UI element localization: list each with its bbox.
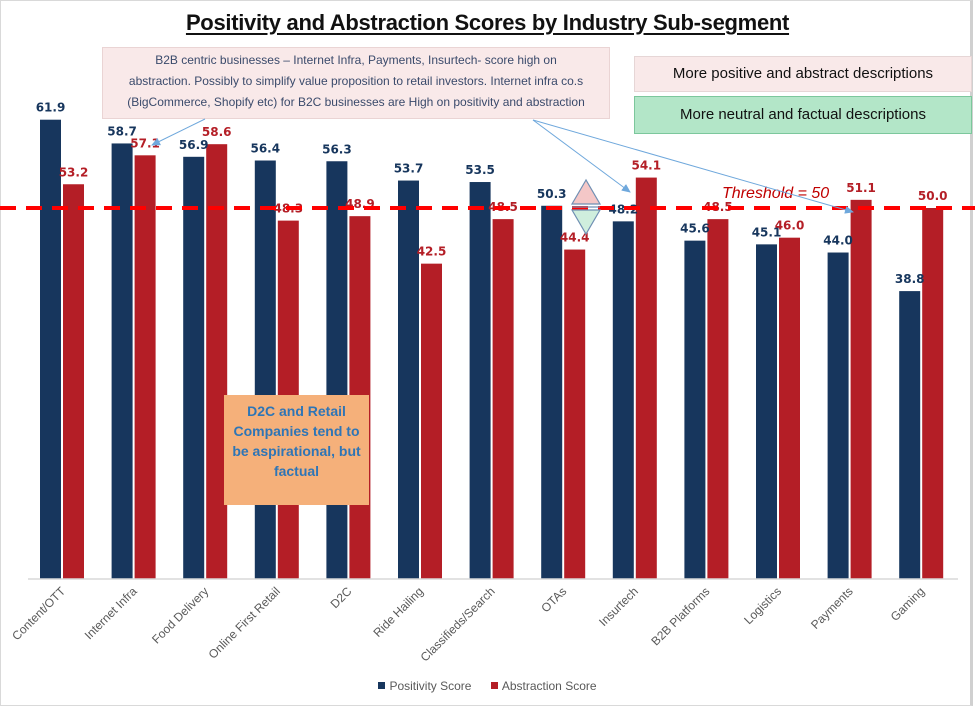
data-label-positivity-score-gaming: 38.8 bbox=[895, 272, 925, 286]
d2c-retail-callout: D2C and Retail Companies tend to be aspi… bbox=[224, 395, 369, 505]
bar-positivity-score-content-ott bbox=[40, 119, 61, 580]
callout-line: factual bbox=[273, 463, 320, 479]
labels-layer: 61.953.258.757.156.958.656.448.356.348.9… bbox=[36, 101, 948, 286]
threshold-label: Threshold = 50 bbox=[722, 185, 829, 202]
callout-line: be aspirational, but bbox=[232, 443, 361, 459]
data-label-positivity-score-food-delivery: 56.9 bbox=[179, 138, 209, 152]
bar-positivity-score-b2b-platforms bbox=[684, 240, 706, 579]
x-tick-labels: Content/OTT Internet Infra Food DeliveryOn… bbox=[9, 584, 927, 665]
callout-line: Companies tend to bbox=[233, 423, 360, 439]
data-label-positivity-score-content-ott: 61.9 bbox=[36, 101, 66, 115]
data-label-positivity-score-classifieds-search: 53.5 bbox=[465, 163, 495, 177]
data-label-abstraction-score-food-delivery: 58.6 bbox=[202, 125, 232, 139]
legend-item-abstraction: Abstraction Score bbox=[490, 678, 597, 693]
x-tick-label-internet-infra: Internet Infra bbox=[82, 584, 140, 642]
legend-swatch-abstraction bbox=[490, 682, 498, 689]
diamond-lower-half bbox=[570, 209, 602, 236]
x-tick-label-otas: OTAs bbox=[538, 584, 569, 615]
x-tick-label-online-first-retail: Online First Retail bbox=[206, 584, 283, 661]
bar-positivity-score-gaming bbox=[899, 291, 921, 579]
bar-abstraction-score-internet-infra bbox=[134, 155, 156, 579]
chart-title-text: Positivity and Abstraction Scores by Ind… bbox=[185, 10, 790, 35]
x-tick-label-b2b-platforms: B2B Platforms bbox=[648, 584, 712, 648]
diamond-marker bbox=[570, 178, 602, 236]
x-tick-label-d2c: D2C bbox=[328, 584, 355, 611]
positive-abstract-key: More positive and abstract descriptions bbox=[634, 56, 972, 92]
x-tick-label-payments: Payments bbox=[808, 584, 856, 632]
data-label-abstraction-score-payments: 51.1 bbox=[846, 181, 876, 195]
annotation-line: (BigCommerce, Shopify etc) for B2C busin… bbox=[127, 95, 585, 109]
bar-abstraction-score-ride-hailing bbox=[421, 263, 442, 579]
bar-positivity-score-logistics bbox=[756, 244, 777, 579]
x-tick-label-insurtech: Insurtech bbox=[596, 584, 641, 629]
bar-positivity-score-insurtech bbox=[612, 221, 634, 579]
bar-positivity-score-ride-hailing bbox=[398, 180, 419, 579]
data-label-abstraction-score-insurtech: 54.1 bbox=[631, 159, 661, 173]
data-label-positivity-score-b2b-platforms: 45.6 bbox=[680, 222, 710, 236]
x-tick-label-classifieds-search: Classifieds/Search bbox=[418, 584, 498, 664]
bar-positivity-score-classifieds-search bbox=[469, 182, 491, 579]
bar-abstraction-score-otas bbox=[564, 249, 586, 579]
bar-abstraction-score-insurtech bbox=[635, 177, 657, 579]
data-label-abstraction-score-content-ott: 53.2 bbox=[59, 165, 89, 179]
x-tick-label-gaming: Gaming bbox=[888, 584, 928, 624]
x-tick-label-food-delivery: Food Delivery bbox=[149, 584, 211, 646]
bar-positivity-score-otas bbox=[541, 205, 563, 580]
legend-swatch-positivity bbox=[378, 682, 386, 689]
legend-label-positivity: Positivity Score bbox=[389, 678, 472, 693]
bar-abstraction-score-food-delivery bbox=[206, 144, 228, 580]
chart-legend: Positivity Score Abstraction Score bbox=[0, 678, 975, 693]
bar-positivity-score-d2c bbox=[326, 161, 348, 579]
x-tick-label-logistics: Logistics bbox=[741, 584, 784, 627]
data-label-positivity-score-insurtech: 48.2 bbox=[608, 202, 638, 216]
data-label-abstraction-score-gaming: 50.0 bbox=[918, 189, 948, 203]
neutral-factual-key: More neutral and factual descriptions bbox=[634, 96, 972, 134]
diamond-upper-half bbox=[570, 178, 602, 205]
data-label-positivity-score-logistics: 45.1 bbox=[752, 225, 782, 239]
bar-positivity-score-internet-infra bbox=[111, 143, 133, 580]
data-label-positivity-score-d2c: 56.3 bbox=[322, 142, 352, 156]
bar-abstraction-score-b2b-platforms bbox=[707, 219, 729, 579]
arrow-to-payments bbox=[532, 119, 854, 214]
annotation-line: B2B centric businesses – Internet Infra,… bbox=[155, 53, 557, 67]
callout-line: D2C and Retail bbox=[247, 403, 346, 419]
data-label-abstraction-score-otas: 44.4 bbox=[560, 231, 590, 245]
bar-abstraction-score-logistics bbox=[779, 237, 800, 579]
bar-abstraction-score-classifieds-search bbox=[492, 219, 514, 579]
data-label-positivity-score-otas: 50.3 bbox=[537, 187, 567, 201]
arrow-to-insurtech bbox=[532, 119, 631, 193]
data-label-positivity-score-internet-infra: 58.7 bbox=[107, 124, 137, 138]
bar-abstraction-score-content-ott bbox=[63, 184, 84, 580]
bar-positivity-score-food-delivery bbox=[183, 156, 205, 579]
x-tick-label-content-ott: Content/OTT bbox=[9, 584, 68, 643]
bar-positivity-score-online-first-retail bbox=[254, 160, 276, 579]
bar-abstraction-score-gaming bbox=[922, 208, 944, 579]
x-tick-label-ride-hailing: Ride Hailing bbox=[370, 584, 426, 640]
data-label-abstraction-score-logistics: 46.0 bbox=[775, 219, 805, 233]
bar-positivity-score-payments bbox=[827, 252, 849, 579]
data-label-abstraction-score-ride-hailing: 42.5 bbox=[417, 245, 447, 259]
legend-item-positivity: Positivity Score bbox=[378, 679, 471, 693]
legend-label-abstraction: Abstraction Score bbox=[501, 678, 597, 693]
chart-title: Positivity and Abstraction Scores by Ind… bbox=[0, 10, 975, 36]
data-label-positivity-score-online-first-retail: 56.4 bbox=[250, 142, 280, 156]
arrow-to-internet-infra bbox=[151, 118, 206, 146]
bar-abstraction-score-payments bbox=[850, 199, 872, 579]
b2b-annotation-box: B2B centric businesses – Internet Infra,… bbox=[102, 47, 610, 119]
annotation-line: abstraction. Possibly to simplify value … bbox=[128, 74, 584, 88]
data-label-positivity-score-payments: 44.0 bbox=[823, 234, 853, 248]
data-label-positivity-score-ride-hailing: 53.7 bbox=[394, 162, 424, 176]
